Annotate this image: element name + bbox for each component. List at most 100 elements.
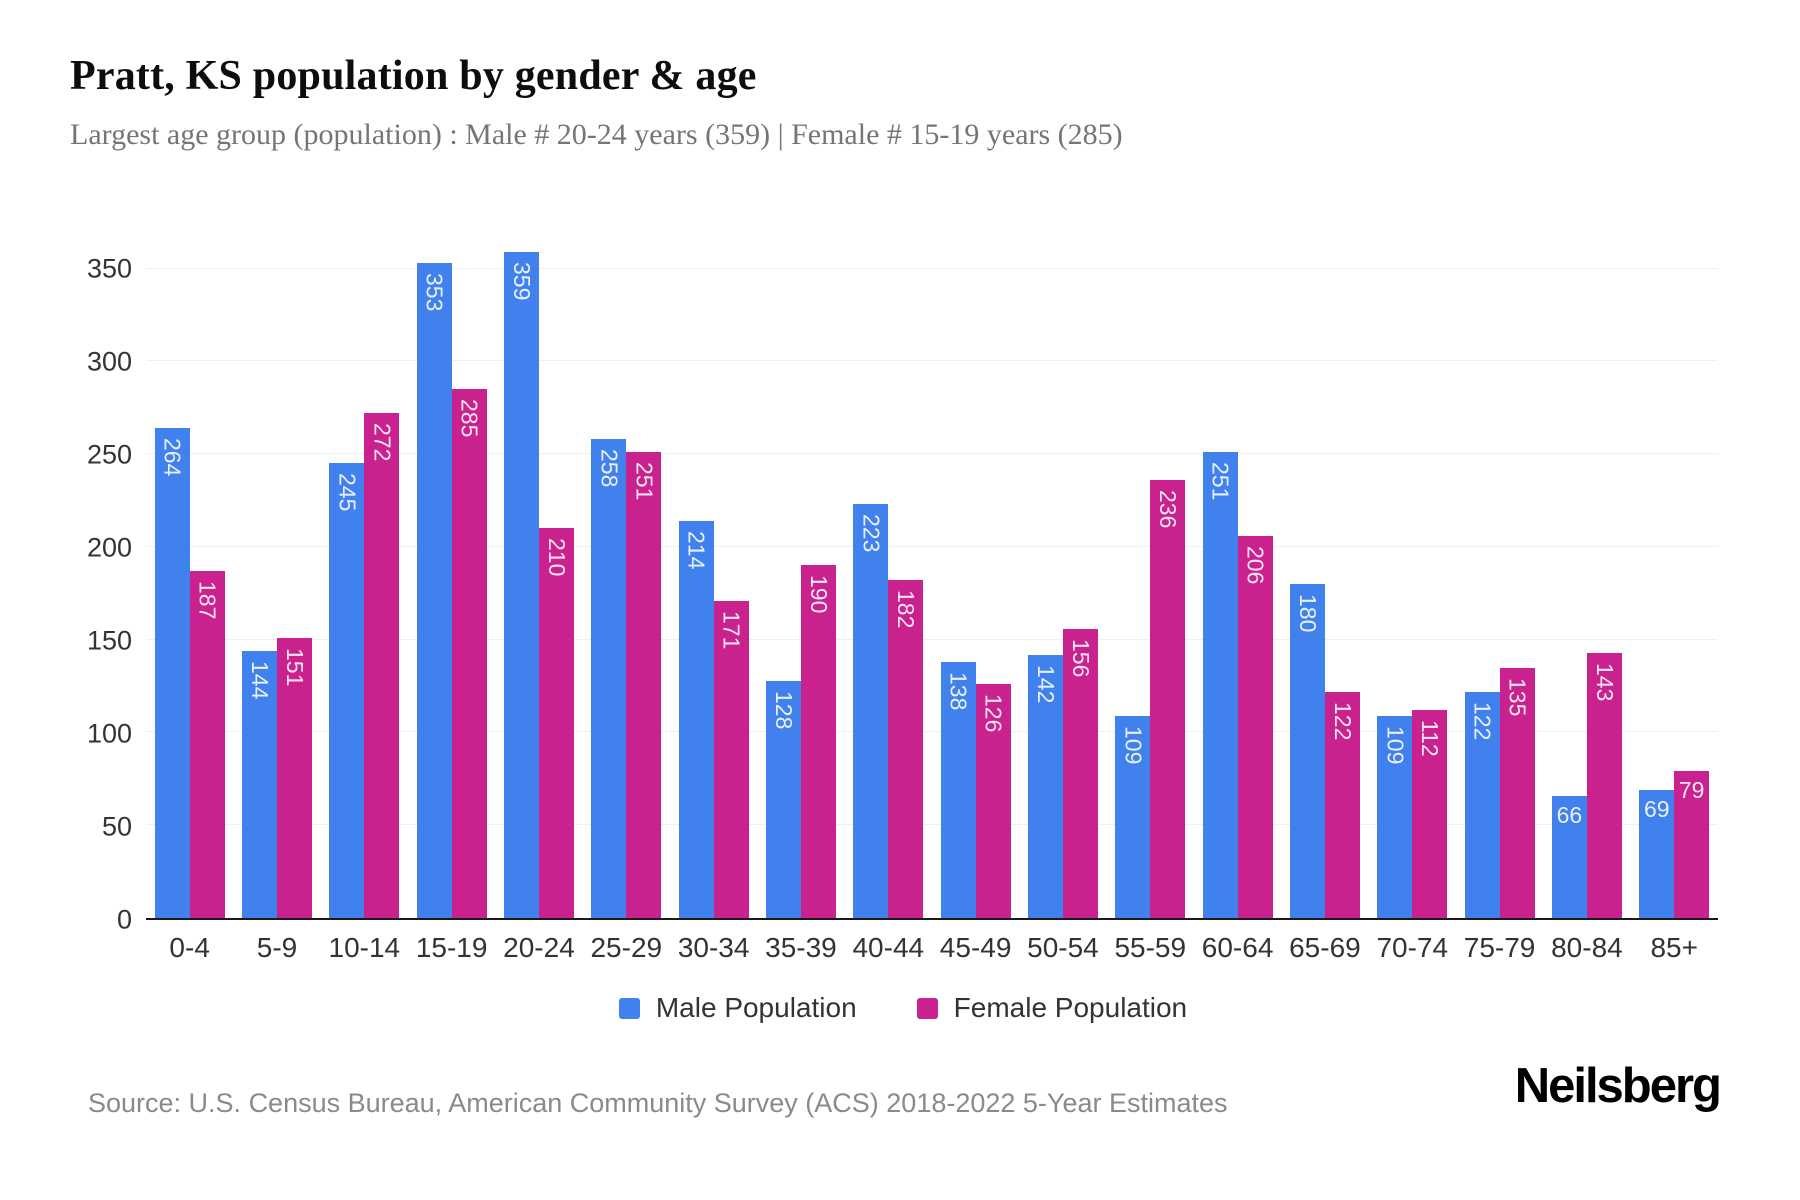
legend-label: Male Population xyxy=(655,992,857,1023)
x-axis-label-10-14: 10-14 xyxy=(328,932,401,963)
x-axis-label-65-69: 65-69 xyxy=(1289,932,1361,963)
bar-group-50-54: 142 156 xyxy=(1019,250,1106,918)
bar-group-20-24: 359 210 xyxy=(495,250,582,918)
bar-group-10-14: 245 272 xyxy=(321,250,408,918)
bar-group-25-29: 258 251 xyxy=(583,250,670,918)
bar-male-45-49: 138 xyxy=(940,661,976,918)
bar-group-45-49: 138 126 xyxy=(932,250,1019,918)
bar-male-25-29: 258 xyxy=(591,439,627,918)
bar-male-70-74: 109 xyxy=(1377,715,1413,918)
gridline-200 xyxy=(146,545,1718,547)
bar-value-label: 69 xyxy=(1643,795,1670,822)
bar-group-30-34: 214 171 xyxy=(670,250,757,918)
bar-value-label: 236 xyxy=(1155,490,1182,529)
bar-female-0-4: 187 xyxy=(189,571,225,918)
bar-value-label: 264 xyxy=(159,438,186,477)
plot-area: 264 187 144 151 245 272 353 285 359 210 258 251 214 1… xyxy=(146,250,1718,920)
bar-value-label: 223 xyxy=(858,514,885,553)
bar-value-label: 187 xyxy=(194,581,221,620)
bar-male-65-69: 180 xyxy=(1290,584,1325,918)
bar-value-label: 142 xyxy=(1032,664,1059,703)
bar-male-85+: 69 xyxy=(1639,789,1675,918)
bar-value-label: 144 xyxy=(247,660,274,700)
x-axis: 0-4 5-9 10-14 15-19 20-24 25-29 30-34 35-39 40-4… xyxy=(146,920,1718,964)
y-tick-label-150: 150 xyxy=(86,625,132,656)
x-axis-label-40-44: 40-44 xyxy=(852,932,925,963)
bar-value-label: 190 xyxy=(805,575,832,614)
x-axis-label-5-9: 5-9 xyxy=(256,932,298,963)
bar-female-30-34: 171 xyxy=(713,600,749,918)
bar-value-label: 156 xyxy=(1067,638,1094,677)
source-note: Source: U.S. Census Bureau, American Com… xyxy=(88,1088,1228,1118)
bar-female-50-54: 156 xyxy=(1062,628,1098,918)
bar-female-25-29: 251 xyxy=(626,452,662,918)
gridline-100 xyxy=(146,731,1718,733)
bar-value-label: 210 xyxy=(543,538,570,577)
x-axis-label-20-24: 20-24 xyxy=(503,932,575,963)
bar-group-40-44: 223 182 xyxy=(845,250,932,918)
bar-value-label: 285 xyxy=(456,399,483,438)
bar-group-60-64: 251 206 xyxy=(1194,250,1281,918)
bar-group-55-59: 109 236 xyxy=(1107,250,1194,918)
bar-value-label: 258 xyxy=(596,449,623,488)
y-tick-label-50: 50 xyxy=(101,811,132,842)
bar-value-label: 359 xyxy=(509,261,535,301)
x-axis-label-70-74: 70-74 xyxy=(1376,932,1449,963)
bar-value-label: 214 xyxy=(683,530,710,570)
bar-female-85+: 79 xyxy=(1674,771,1710,918)
x-axis-label-55-59: 55-59 xyxy=(1114,932,1187,963)
bar-male-80-84: 66 xyxy=(1551,795,1587,918)
x-axis-label-25-29: 25-29 xyxy=(590,932,663,963)
bar-value-label: 109 xyxy=(1120,725,1147,765)
legend-item-female[interactable]: Female Population xyxy=(916,992,1187,1024)
bar-female-65-69: 122 xyxy=(1324,691,1360,918)
bar-male-10-14: 245 xyxy=(329,463,365,918)
x-axis-label-80-84: 80-84 xyxy=(1551,932,1623,963)
bar-female-40-44: 182 xyxy=(888,580,924,918)
gridline-50 xyxy=(146,824,1718,826)
x-axis-label-50-54: 50-54 xyxy=(1027,932,1099,963)
bar-group-5-9: 144 151 xyxy=(233,250,320,918)
x-axis-label-85+: 85+ xyxy=(1650,932,1698,963)
bar-female-75-79: 135 xyxy=(1499,667,1535,918)
bar-value-label: 122 xyxy=(1469,701,1496,740)
gridline-300 xyxy=(146,360,1718,362)
bar-group-65-69: 180 122 xyxy=(1281,250,1368,918)
page-subtitle: Largest age group (population) : Male # … xyxy=(70,118,1123,151)
bar-male-35-39: 128 xyxy=(766,680,801,918)
bar-groups: 264 187 144 151 245 272 353 285 359 210 258 251 214 1… xyxy=(146,250,1718,918)
bar-group-80-84: 66 143 xyxy=(1543,250,1630,918)
page-title: Pratt, KS population by gender & age xyxy=(70,53,757,99)
bar-female-5-9: 151 xyxy=(276,637,312,918)
bar-male-75-79: 122 xyxy=(1464,691,1500,918)
bar-value-label: 171 xyxy=(718,610,745,650)
bar-female-15-19: 285 xyxy=(451,389,487,918)
bar-male-15-19: 353 xyxy=(416,263,452,918)
bar-female-55-59: 236 xyxy=(1150,480,1186,918)
bar-value-label: 272 xyxy=(369,423,396,462)
bar-value-label: 206 xyxy=(1242,545,1269,585)
bar-group-70-74: 109 112 xyxy=(1369,250,1456,918)
legend-item-male[interactable]: Male Population xyxy=(618,992,857,1024)
bar-male-5-9: 144 xyxy=(242,650,277,918)
y-axis: 0 50 100 150 200 250 300 350 xyxy=(86,250,146,934)
bar-value-label: 138 xyxy=(945,671,972,711)
x-axis-label-15-19: 15-19 xyxy=(415,932,488,963)
neilsberg-logo: Neilsberg xyxy=(1514,1059,1722,1113)
bar-value-label: 109 xyxy=(1382,725,1409,765)
legend-swatch xyxy=(916,997,938,1019)
bar-group-35-39: 128 190 xyxy=(757,250,844,918)
bar-group-15-19: 353 285 xyxy=(408,250,495,918)
y-tick-label-250: 250 xyxy=(86,439,132,470)
bar-female-80-84: 143 xyxy=(1586,652,1622,918)
bar-female-60-64: 206 xyxy=(1237,535,1273,918)
bar-value-label: 128 xyxy=(770,690,797,729)
legend-swatch xyxy=(618,997,640,1019)
bar-chart: 0 50 100 150 200 250 300 350 264 187 144 151 245 272… xyxy=(86,250,1718,964)
bar-value-label: 66 xyxy=(1556,801,1583,828)
x-axis-label-35-39: 35-39 xyxy=(765,932,837,963)
bar-female-35-39: 190 xyxy=(800,565,836,918)
gridline-350 xyxy=(146,267,1718,269)
bar-value-label: 251 xyxy=(631,462,658,501)
bar-male-30-34: 214 xyxy=(678,520,714,918)
